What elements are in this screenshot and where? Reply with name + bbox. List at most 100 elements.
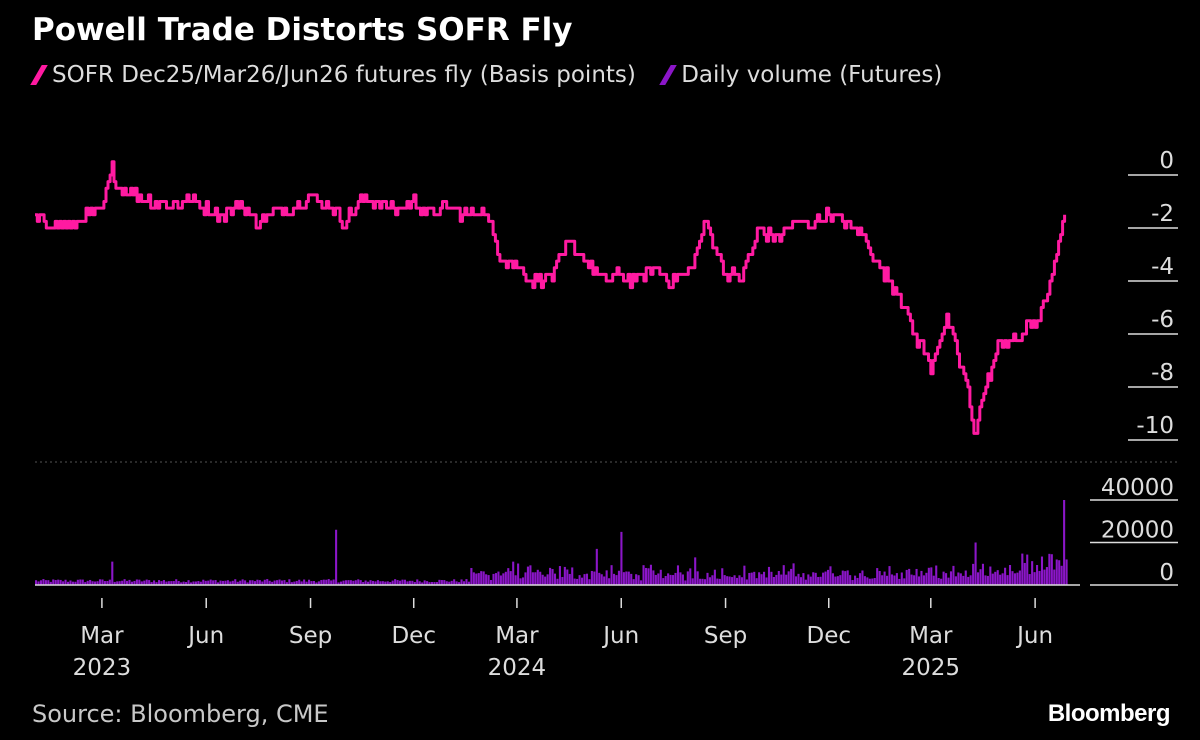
volume-bar — [1065, 559, 1068, 585]
volume-bar — [544, 576, 547, 585]
volume-bar — [492, 573, 495, 585]
volume-bar — [716, 578, 719, 585]
volume-bar — [435, 582, 438, 585]
volume-bar — [1055, 559, 1058, 585]
volume-bar — [804, 579, 807, 585]
volume-bar — [647, 568, 650, 585]
volume-bar — [703, 579, 707, 585]
volume-bar — [207, 580, 210, 585]
volume-bar — [622, 572, 625, 585]
volume-bar — [1026, 554, 1029, 585]
volume-bar — [239, 580, 242, 585]
volume-bar — [866, 577, 869, 585]
volume-bar — [681, 574, 684, 585]
volume-bar — [421, 582, 424, 585]
volume-bar — [126, 580, 129, 585]
volume-bar — [367, 581, 370, 585]
volume-bar — [674, 572, 677, 585]
volume-bar — [224, 580, 227, 585]
volume-bar — [615, 575, 618, 585]
volume-bar — [362, 582, 365, 585]
volume-bar — [1028, 574, 1031, 585]
y-tick-label-volume: 40000 — [1101, 475, 1174, 501]
volume-bar — [192, 581, 195, 585]
volume-bar — [170, 581, 173, 585]
bloomberg-logo: Bloomberg — [1047, 700, 1171, 727]
volume-bar — [494, 573, 498, 585]
volume-bar — [386, 581, 389, 585]
y-tick-label-fly: -2 — [1151, 201, 1174, 227]
volume-bar — [155, 582, 158, 585]
x-tick-year-label: 2025 — [902, 655, 961, 681]
volume-bar — [308, 579, 311, 585]
volume-bar — [490, 579, 493, 585]
volume-bar — [248, 580, 252, 585]
volume-bar — [298, 579, 301, 585]
volume-bar — [177, 580, 180, 585]
volume-bar — [947, 577, 950, 585]
volume-bar — [349, 580, 352, 585]
volume-bar — [219, 580, 222, 585]
volume-bar — [475, 573, 478, 585]
volume-bar — [524, 572, 527, 585]
volume-bar — [546, 574, 549, 585]
x-tick-label: Mar — [909, 623, 953, 649]
volume-bar — [979, 569, 982, 585]
volume-bar — [108, 579, 111, 585]
volume-bar — [667, 573, 670, 585]
volume-bar — [330, 580, 333, 585]
x-tick-label: Sep — [289, 623, 332, 649]
volume-bar — [590, 570, 593, 585]
volume-bar — [118, 581, 121, 585]
volume-bar — [711, 575, 714, 585]
volume-bar — [1008, 565, 1012, 585]
volume-bar — [480, 571, 483, 585]
volume-bar — [1040, 556, 1044, 585]
volume-bar — [458, 582, 461, 585]
x-tick-label: Dec — [391, 623, 436, 649]
volume-bar — [246, 582, 249, 585]
volume-bar — [588, 579, 591, 585]
volume-bar — [895, 573, 898, 585]
volume-bar — [37, 581, 40, 585]
volume-bar — [976, 572, 980, 585]
volume-bar — [1006, 575, 1009, 585]
volume-bar — [69, 580, 72, 585]
volume-bar — [954, 576, 957, 585]
volume-bar — [915, 568, 918, 585]
volume-bar — [863, 576, 866, 585]
volume-bar — [182, 581, 185, 585]
volume-bar — [659, 569, 662, 585]
volume-bar — [563, 566, 566, 585]
volume-bar — [994, 571, 997, 585]
volume-bar — [581, 577, 584, 585]
volume-bar — [189, 582, 193, 585]
x-tick-label: Jun — [601, 623, 639, 649]
volume-bar — [445, 581, 448, 585]
volume-bar — [167, 581, 170, 585]
volume-bar — [443, 580, 446, 585]
volume-bar — [389, 582, 392, 585]
volume-bar — [657, 573, 660, 585]
volume-bar — [79, 579, 82, 585]
volume-bar — [883, 571, 886, 585]
volume-bar — [696, 571, 699, 585]
volume-bar — [106, 580, 109, 585]
volume-bar — [1043, 569, 1046, 585]
volume-bar — [969, 575, 972, 585]
volume-bar — [672, 575, 675, 585]
volume-bar — [585, 573, 589, 585]
volume-bar — [285, 582, 288, 585]
volume-bar — [686, 571, 689, 585]
volume-bar — [140, 581, 143, 585]
volume-bar — [829, 566, 832, 585]
volume-bar — [521, 577, 525, 585]
volume-bar — [637, 575, 640, 585]
volume-bar — [908, 568, 911, 585]
volume-bar — [583, 574, 586, 585]
volume-bar — [271, 581, 274, 585]
volume-bar — [930, 567, 933, 585]
volume-bar — [576, 578, 579, 585]
volume-bar — [123, 579, 126, 585]
volume-bar — [654, 574, 657, 585]
